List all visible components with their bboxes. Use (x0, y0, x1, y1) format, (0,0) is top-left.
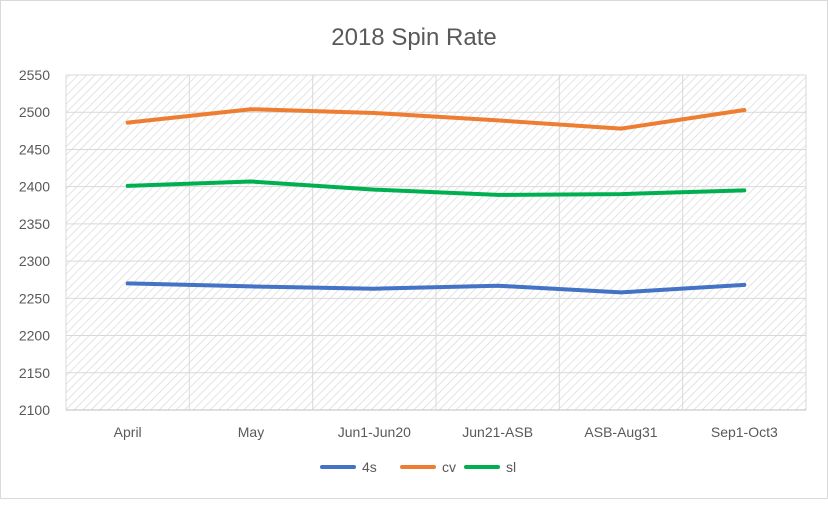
legend-label-4s: 4s (362, 459, 377, 475)
legend-label-cv: cv (442, 459, 456, 475)
x-tick-label: April (114, 424, 142, 440)
y-tick-label: 2200 (19, 328, 50, 344)
y-tick-label: 2450 (19, 141, 50, 157)
y-tick-label: 2550 (19, 67, 50, 83)
y-tick-label: 2500 (19, 104, 50, 120)
y-tick-label: 2100 (19, 402, 50, 418)
x-tick-label: Jun21-ASB (462, 424, 533, 440)
x-tick-label: Jun1-Jun20 (338, 424, 411, 440)
y-tick-label: 2300 (19, 253, 50, 269)
x-tick-label: May (238, 424, 264, 440)
x-tick-label: Sep1-Oct3 (711, 424, 778, 440)
x-tick-label: ASB-Aug31 (584, 424, 657, 440)
y-tick-label: 2400 (19, 179, 50, 195)
legend-label-sl: sl (506, 459, 516, 475)
y-tick-label: 2250 (19, 290, 50, 306)
y-tick-label: 2150 (19, 365, 50, 381)
chart-title: 2018 Spin Rate (331, 24, 496, 51)
y-tick-label: 2350 (19, 216, 50, 232)
